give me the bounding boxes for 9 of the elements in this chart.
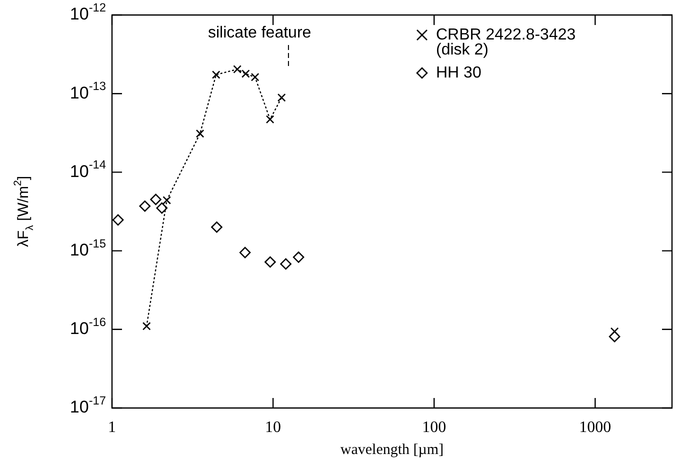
x-tick-label: 10	[265, 419, 282, 436]
y-axis-title: λFλ [W/m2]	[12, 176, 36, 248]
annotation: silicate feature	[208, 24, 312, 42]
x-axis-title: wavelength [µm]	[340, 442, 444, 458]
x-tick-label: 100	[422, 419, 446, 436]
legend-label: CRBR 2422.8-3423 (disk 2)	[436, 26, 576, 58]
legend-label: HH 30	[436, 64, 482, 82]
x-tick-label: 1000	[579, 419, 612, 436]
x-tick-label: 1	[108, 419, 116, 436]
